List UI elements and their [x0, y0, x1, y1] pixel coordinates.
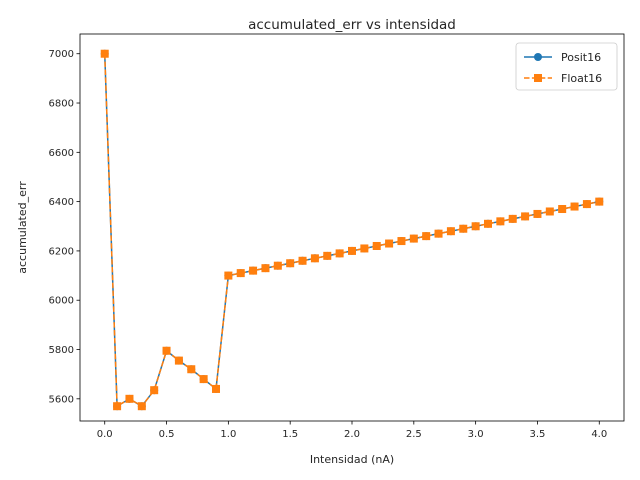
y-tick-label: 6000: [49, 296, 74, 307]
data-point-float16: [249, 266, 258, 275]
x-axis: 0.0 0.5 1.0 1.5 2.0 2.5 3.0 3.5 4.0: [97, 421, 607, 440]
data-point-float16: [113, 402, 122, 411]
data-point-float16: [162, 346, 171, 355]
x-tick-label: 0.0: [97, 429, 113, 440]
data-point-float16: [286, 259, 295, 268]
data-point-float16: [545, 207, 554, 216]
data-point-float16: [409, 234, 418, 243]
data-point-float16: [558, 205, 567, 214]
data-point-float16: [310, 254, 319, 263]
x-axis-label: Intensidad (nA): [310, 453, 394, 466]
data-point-float16: [212, 384, 220, 393]
data-point-float16: [236, 269, 245, 278]
legend-marker-float16: [534, 74, 542, 82]
data-point-float16: [372, 241, 381, 250]
data-point-float16: [434, 229, 443, 238]
data-point-float16: [298, 256, 307, 265]
data-point-float16: [348, 246, 356, 255]
data-point-float16: [521, 212, 530, 221]
data-point-float16: [224, 271, 233, 280]
data-point-float16: [397, 237, 406, 246]
y-tick-label: 6800: [49, 99, 74, 110]
legend-marker-posit16: [534, 53, 542, 61]
data-point-float16: [100, 49, 109, 58]
legend: Posit16 Float16: [515, 42, 618, 91]
y-tick-label: 6400: [49, 197, 74, 208]
data-point-float16: [484, 219, 492, 228]
x-tick-label: 3.5: [530, 429, 546, 440]
x-tick-label: 1.0: [220, 429, 236, 440]
data-point-float16: [174, 356, 183, 365]
data-point-float16: [137, 402, 146, 411]
data-point-float16: [273, 261, 282, 270]
data-point-float16: [582, 200, 591, 209]
data-point-float16: [446, 227, 455, 236]
data-point-float16: [459, 224, 468, 233]
y-tick-label: 5800: [49, 345, 74, 356]
data-point-float16: [125, 394, 134, 403]
y-tick-label: 6600: [49, 148, 74, 159]
data-point-float16: [261, 264, 270, 273]
data-point-float16: [187, 365, 196, 374]
data-point-float16: [496, 217, 505, 226]
x-tick-label: 2.0: [344, 429, 360, 440]
data-point-float16: [508, 214, 517, 223]
legend-label-posit16: Posit16: [561, 51, 601, 64]
legend-label-float16: Float16: [561, 72, 602, 85]
data-point-float16: [360, 244, 369, 253]
y-axis-label: accumulated_err: [16, 181, 29, 274]
y-tick-label: 7000: [49, 49, 74, 60]
data-point-float16: [595, 197, 604, 206]
plot-area: [100, 49, 604, 411]
data-point-float16: [570, 202, 579, 211]
data-point-float16: [199, 375, 208, 384]
data-point-float16: [385, 239, 394, 248]
data-point-float16: [533, 209, 542, 218]
data-point-float16: [335, 249, 344, 258]
x-tick-label: 0.5: [159, 429, 175, 440]
x-tick-label: 2.5: [406, 429, 422, 440]
data-point-float16: [471, 222, 480, 231]
x-tick-label: 1.5: [282, 429, 298, 440]
x-tick-label: 3.0: [468, 429, 484, 440]
y-axis: 5600 5800 6000 6200 6400 6600 6800 7000: [49, 49, 80, 405]
y-tick-label: 6200: [49, 246, 74, 257]
chart-title: accumulated_err vs intensidad: [248, 17, 456, 33]
data-point-float16: [150, 386, 159, 395]
data-point-float16: [422, 232, 431, 241]
y-tick-label: 5600: [49, 394, 74, 405]
x-tick-label: 4.0: [591, 429, 607, 440]
data-point-float16: [323, 251, 332, 260]
